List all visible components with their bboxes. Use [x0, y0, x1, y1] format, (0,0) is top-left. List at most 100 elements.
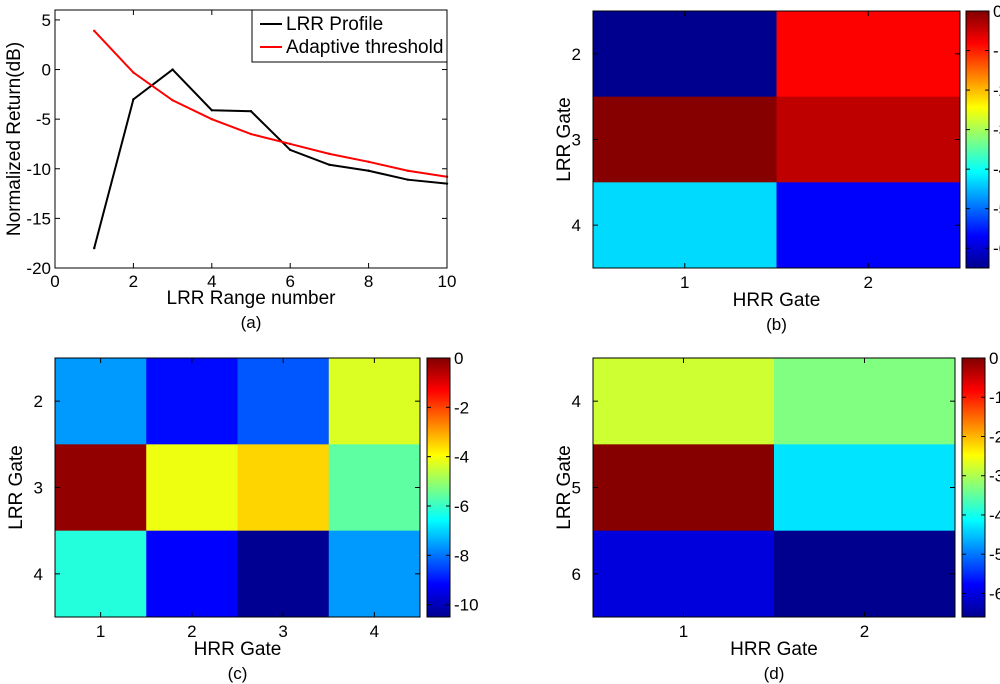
colorbar-tick-label: -3	[989, 467, 1000, 486]
x-tick-label: 3	[278, 622, 287, 641]
colorbar-tick-label: -4	[993, 160, 1000, 179]
y-tick-label: 4	[572, 392, 581, 411]
x-tick-label: 1	[96, 622, 105, 641]
colorbar-tick-label: -8	[454, 546, 469, 565]
y-tick-label: -10	[26, 160, 51, 179]
data-point	[93, 246, 96, 250]
heatmap-cell	[774, 530, 956, 618]
heatmap-cell	[55, 530, 147, 618]
y-tick-label: 3	[572, 131, 581, 150]
x-axis-label: HRR Gate	[730, 639, 818, 660]
data-point	[93, 29, 96, 33]
plot-frame-a	[54, 9, 448, 269]
colorbar-tick-label: -2	[454, 398, 469, 417]
heatmap-cell	[593, 11, 777, 98]
panel-caption-a: (a)	[241, 313, 262, 332]
data-point	[210, 117, 213, 121]
panel-caption: (c)	[228, 664, 248, 683]
colorbar-tick-label: 0	[989, 349, 998, 368]
y-tick-label: 5	[572, 479, 581, 498]
x-tick-label: 10	[438, 272, 457, 291]
data-point	[328, 163, 331, 166]
legend-label: LRR Profile	[286, 14, 383, 35]
x-tick-label: 2	[187, 622, 196, 641]
y-tick-label: 5	[42, 11, 51, 30]
colorbar-tick-label: -3	[993, 121, 1000, 140]
x-tick-label: 4	[207, 272, 216, 291]
y-tick-label: -15	[26, 209, 51, 228]
data-point	[132, 71, 135, 74]
heatmap-cell	[146, 444, 238, 532]
x-axis-label: LRR Range number	[167, 288, 337, 309]
data-point	[289, 142, 292, 146]
x-tick-label: 1	[680, 273, 689, 292]
x-tick-label: 8	[364, 272, 373, 291]
heatmap-cell	[593, 96, 777, 183]
heatmap-cell	[328, 530, 421, 618]
y-tick-label: 3	[34, 479, 43, 498]
heatmap-cell	[593, 182, 777, 269]
x-tick-label: 1	[679, 622, 688, 641]
colorbar	[961, 357, 986, 618]
y-tick-label: 4	[572, 216, 581, 235]
heatmap-cell	[237, 530, 330, 618]
heatmap-cell	[237, 444, 330, 532]
heatmap-cell	[146, 530, 238, 618]
data-point	[171, 68, 174, 71]
x-axis-label: HRR Gate	[194, 639, 282, 660]
x-axis-label: HRR Gate	[733, 290, 821, 311]
data-point	[406, 178, 409, 181]
heatmap-cell	[146, 358, 238, 445]
colorbar	[965, 10, 990, 269]
y-axis-label: LRR Gate	[6, 445, 27, 529]
colorbar-tick-label: -4	[989, 506, 1000, 525]
series-line-adaptive-threshold	[93, 30, 448, 178]
heatmap-cell	[593, 530, 775, 618]
y-axis-label: Normalized Return(dB)	[4, 42, 25, 236]
colorbar-tick-label: -6	[993, 239, 1000, 258]
data-point	[328, 152, 331, 156]
y-tick-label: 2	[572, 45, 581, 64]
x-tick-label: 0	[50, 272, 59, 291]
x-tick-label: 4	[370, 622, 379, 641]
colorbar-tick-label: -1	[989, 388, 1000, 407]
data-point	[132, 98, 135, 101]
colorbar-tick-label: -2	[993, 81, 1000, 100]
heatmap-cell	[593, 444, 775, 532]
x-tick-label: 6	[285, 272, 294, 291]
y-tick-label: -20	[26, 259, 51, 278]
colorbar	[426, 357, 451, 618]
heatmap-cell	[55, 444, 147, 532]
heatmap-cell	[776, 96, 961, 183]
data-point	[249, 110, 253, 113]
colorbar-tick-label: -2	[989, 427, 1000, 446]
colorbar-tick-label: 0	[993, 2, 1000, 21]
colorbar-tick-label: -5	[993, 200, 1000, 219]
colorbar-tick-label: -5	[989, 545, 1000, 564]
y-tick-label: 2	[34, 392, 43, 411]
x-tick-label: 2	[860, 622, 869, 641]
colorbar-tick-label: -1	[993, 42, 1000, 61]
y-tick-label: 0	[42, 61, 51, 80]
panel-caption: (b)	[766, 315, 787, 334]
colorbar-tick-label: -6	[454, 497, 469, 516]
heatmap-cell	[55, 358, 147, 445]
heatmap-cell	[593, 358, 775, 445]
data-point	[289, 148, 292, 152]
panel-caption: (d)	[764, 664, 785, 683]
data-point	[367, 160, 370, 164]
heatmap-cell	[774, 358, 956, 445]
data-point	[171, 99, 174, 102]
legend-label: Adaptive threshold	[286, 37, 443, 58]
heatmap-cell	[328, 444, 421, 532]
heatmap-cell	[774, 444, 956, 532]
legend-box	[251, 9, 448, 63]
series-line-lrr-profile	[93, 68, 448, 249]
colorbar-tick-label: -4	[454, 448, 469, 467]
colorbar-tick-label: 0	[454, 349, 463, 368]
y-tick-label: 4	[34, 565, 43, 584]
y-tick-label: -5	[36, 110, 51, 129]
data-point	[210, 109, 213, 112]
data-point	[249, 132, 253, 136]
